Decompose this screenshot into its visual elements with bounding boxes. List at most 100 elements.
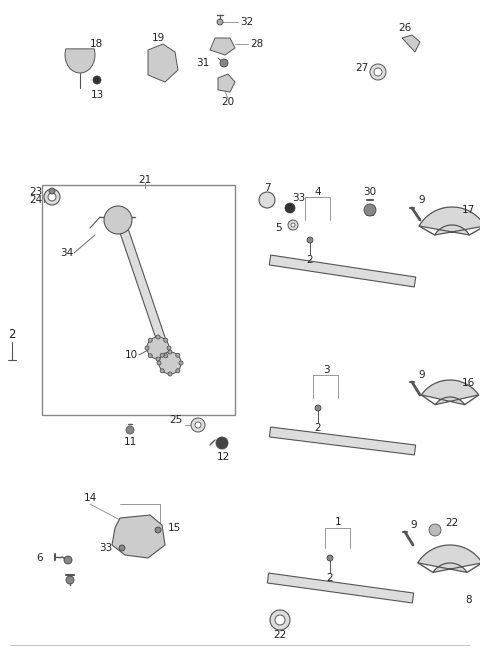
Circle shape [44, 189, 60, 205]
Circle shape [429, 524, 441, 536]
Circle shape [167, 346, 171, 350]
Circle shape [48, 193, 56, 201]
Text: 23: 23 [30, 187, 43, 197]
Circle shape [275, 615, 285, 625]
Text: 20: 20 [221, 97, 235, 107]
Circle shape [164, 338, 168, 342]
Circle shape [370, 64, 386, 80]
Circle shape [176, 369, 180, 373]
Polygon shape [267, 573, 414, 603]
Text: 21: 21 [138, 175, 152, 185]
Text: 2: 2 [307, 255, 313, 265]
Text: 9: 9 [418, 195, 425, 205]
Circle shape [156, 335, 160, 339]
Circle shape [119, 545, 125, 551]
Circle shape [449, 213, 455, 219]
Polygon shape [148, 44, 178, 82]
Circle shape [327, 555, 333, 561]
Circle shape [263, 196, 271, 204]
Circle shape [93, 76, 101, 84]
Circle shape [104, 206, 132, 234]
Circle shape [288, 220, 298, 230]
Text: 31: 31 [196, 58, 209, 68]
Circle shape [176, 353, 180, 358]
Circle shape [259, 192, 275, 208]
Circle shape [157, 361, 161, 365]
Text: 9: 9 [410, 520, 417, 530]
Text: 8: 8 [465, 595, 472, 605]
Bar [42, 185, 235, 415]
Circle shape [156, 357, 160, 361]
Polygon shape [114, 211, 172, 361]
Circle shape [145, 346, 149, 350]
Circle shape [160, 353, 164, 358]
Text: 17: 17 [462, 205, 475, 215]
Polygon shape [269, 427, 416, 455]
Polygon shape [269, 255, 416, 287]
Circle shape [270, 610, 290, 630]
Circle shape [447, 386, 453, 392]
Text: 5: 5 [276, 223, 282, 233]
Circle shape [456, 388, 461, 393]
Circle shape [155, 527, 161, 533]
Text: 9: 9 [418, 370, 425, 380]
Polygon shape [402, 35, 420, 52]
Text: 4: 4 [315, 187, 321, 197]
Circle shape [64, 556, 72, 564]
Circle shape [148, 338, 152, 342]
Circle shape [160, 369, 164, 373]
Text: 2: 2 [8, 329, 16, 342]
Circle shape [434, 217, 441, 223]
Circle shape [216, 437, 228, 449]
Circle shape [220, 59, 228, 67]
Circle shape [285, 203, 295, 213]
Circle shape [148, 354, 152, 358]
Polygon shape [112, 515, 165, 558]
Text: 26: 26 [398, 23, 412, 33]
Circle shape [464, 217, 469, 223]
Text: 33: 33 [292, 193, 305, 203]
Text: 7: 7 [264, 183, 270, 193]
Circle shape [439, 388, 444, 393]
Text: 19: 19 [151, 33, 165, 43]
Polygon shape [418, 545, 480, 573]
Text: 13: 13 [90, 90, 104, 100]
Text: 24: 24 [30, 195, 43, 205]
Text: 22: 22 [445, 518, 458, 528]
Text: 33: 33 [99, 543, 112, 553]
Text: 14: 14 [84, 493, 96, 503]
Text: 34: 34 [60, 248, 73, 258]
Circle shape [374, 68, 382, 76]
Text: 30: 30 [363, 187, 377, 197]
Text: 2: 2 [315, 423, 321, 433]
Text: 28: 28 [250, 39, 263, 49]
Circle shape [217, 19, 223, 25]
Polygon shape [65, 49, 95, 73]
Text: 32: 32 [240, 17, 253, 27]
Text: 11: 11 [123, 437, 137, 447]
Circle shape [66, 576, 74, 584]
Text: 10: 10 [125, 350, 138, 360]
Circle shape [164, 354, 168, 358]
Circle shape [168, 350, 172, 354]
Circle shape [195, 422, 201, 428]
Text: 27: 27 [355, 63, 368, 73]
Circle shape [307, 237, 313, 243]
Polygon shape [218, 74, 235, 92]
Circle shape [291, 223, 295, 227]
Text: 12: 12 [216, 452, 229, 462]
Circle shape [179, 361, 183, 365]
Text: 25: 25 [170, 415, 183, 425]
Circle shape [159, 352, 181, 374]
Circle shape [147, 337, 169, 359]
Text: 1: 1 [335, 517, 341, 527]
Text: 22: 22 [274, 630, 287, 640]
Text: 18: 18 [90, 39, 103, 49]
Circle shape [168, 372, 172, 376]
Text: 2: 2 [327, 573, 333, 583]
Circle shape [364, 204, 376, 216]
Polygon shape [210, 38, 235, 55]
Circle shape [126, 426, 134, 434]
Circle shape [49, 188, 55, 194]
Polygon shape [419, 207, 480, 235]
